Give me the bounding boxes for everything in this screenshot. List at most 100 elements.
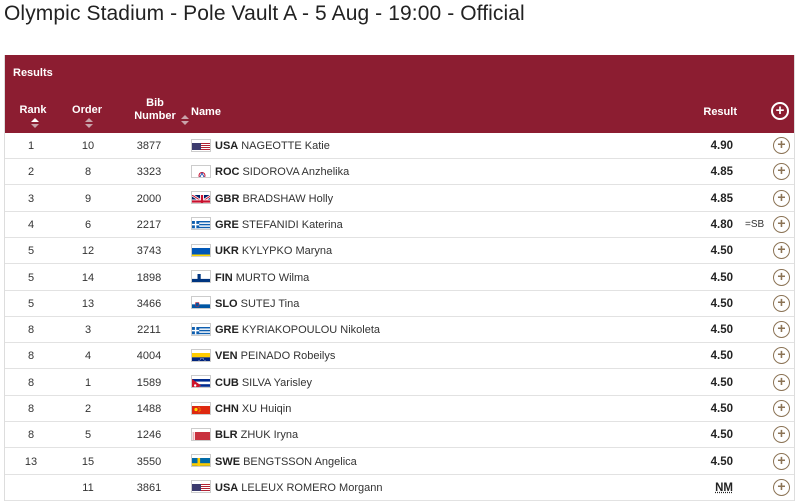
name-cell: GRE STEFANIDI Katerina — [191, 212, 591, 238]
table-row[interactable]: 5 13 3466 SLO SUTEJ Tina 4.50 + — [5, 291, 794, 317]
athlete-name[interactable]: BRADSHAW Holly — [242, 192, 334, 205]
expand-row-plus-icon[interactable]: + — [773, 242, 790, 260]
ukr-flag-icon — [191, 243, 211, 257]
bib-cell: 1589 — [136, 376, 162, 389]
record-note — [745, 449, 769, 475]
athlete-name[interactable]: BENGTSSON Angelica — [243, 455, 357, 468]
name-cell: GBR BRADSHAW Holly — [191, 186, 591, 212]
athlete-name[interactable]: KYRIAKOPOULOU Nikoleta — [241, 324, 380, 337]
expand-row-plus-icon[interactable]: + — [773, 373, 790, 391]
chn-flag-icon — [191, 401, 211, 415]
column-header-rank-label: Rank — [19, 104, 47, 116]
order-cell: 8 — [84, 166, 92, 179]
country-code: GRE — [215, 218, 239, 231]
record-note — [745, 396, 769, 422]
country-code: SWE — [215, 455, 241, 468]
order-cell: 6 — [84, 218, 92, 231]
result-cell: 4.80 — [710, 218, 733, 231]
expand-row-plus-icon[interactable]: + — [773, 137, 790, 154]
table-row[interactable]: 4 6 2217 GRE STEFANIDI Katerina 4.80 =SB + — [5, 212, 794, 238]
table-row[interactable]: 8 3 2211 GRE KYRIAKOPOULOU Nikoleta 4.50 + — [5, 317, 794, 344]
gre-flag-icon — [191, 322, 211, 336]
name-cell: GRE KYRIAKOPOULOU Nikoleta — [191, 317, 591, 343]
country-code: CUB — [215, 376, 239, 389]
country-code: GBR — [215, 192, 240, 205]
athlete-name[interactable]: ZHUK Iryna — [240, 429, 299, 442]
record-note: =SB — [745, 218, 765, 230]
country-code: GRE — [215, 324, 239, 337]
sort-icon[interactable] — [84, 118, 93, 129]
country-code: SLO — [215, 297, 238, 310]
record-note — [745, 291, 769, 317]
table-row[interactable]: 13 15 3550 SWE BENGTSSON Angelica 4.50 + — [5, 449, 794, 475]
athlete-name[interactable]: SIDOROVA Anzhelika — [242, 166, 350, 179]
expand-row-cell: + — [773, 449, 791, 475]
expand-row-plus-icon[interactable]: + — [773, 347, 790, 365]
expand-row-plus-icon[interactable]: + — [773, 400, 790, 417]
record-note — [745, 422, 769, 448]
sort-icon[interactable] — [30, 118, 39, 129]
order-cell: 5 — [84, 429, 92, 442]
column-header-order[interactable]: Order — [59, 104, 115, 130]
column-header-bib[interactable]: Bib Number — [119, 97, 191, 125]
expand-all-button[interactable]: + — [771, 102, 789, 120]
expand-row-cell: + — [773, 291, 791, 317]
table-row[interactable]: 8 2 1488 CHN XU Huiqin 4.50 + — [5, 396, 794, 422]
sort-icon[interactable] — [181, 115, 189, 125]
expand-row-plus-icon[interactable]: + — [773, 321, 790, 339]
expand-row-cell: + — [773, 422, 791, 448]
bib-cell: 2217 — [136, 218, 162, 231]
bib-cell: 3550 — [136, 455, 162, 468]
table-row[interactable]: 11 3861 USA LELEUX ROMERO Morgann NM + — [5, 475, 794, 501]
expand-row-plus-icon[interactable]: + — [773, 268, 790, 286]
table-row[interactable]: 3 9 2000 GBR BRADSHAW Holly 4.85 + — [5, 186, 794, 212]
expand-row-plus-icon[interactable]: + — [773, 426, 790, 444]
table-row[interactable]: 5 14 1898 FIN MURTO Wilma 4.50 + — [5, 265, 794, 291]
record-note — [745, 238, 769, 264]
usa-flag-icon — [191, 480, 211, 494]
athlete-name[interactable]: MURTO Wilma — [235, 271, 310, 284]
athlete-name[interactable]: PEINADO Robeilys — [240, 350, 336, 363]
table-row[interactable]: 8 5 1246 BLR ZHUK Iryna 4.50 + — [5, 422, 794, 449]
expand-row-plus-icon[interactable]: + — [773, 452, 790, 470]
expand-row-plus-icon[interactable]: + — [773, 189, 790, 207]
expand-row-plus-icon[interactable]: + — [773, 478, 790, 496]
expand-row-cell: + — [773, 265, 791, 291]
expand-row-plus-icon[interactable]: + — [773, 215, 790, 233]
table-row[interactable]: 5 12 3743 UKR KYLYPKO Maryna 4.50 + — [5, 238, 794, 265]
expand-row-cell: + — [773, 475, 791, 501]
athlete-name[interactable]: STEFANIDI Katerina — [241, 218, 343, 231]
table-row[interactable]: 8 1 1589 CUB SILVA Yarisley 4.50 + — [5, 370, 794, 396]
athlete-name[interactable]: KYLYPKO Maryna — [241, 245, 333, 258]
bib-cell: 4004 — [136, 350, 162, 363]
gbr-flag-icon — [191, 191, 211, 205]
country-code: UKR — [215, 245, 239, 258]
name-cell: UKR KYLYPKO Maryna — [191, 238, 591, 264]
expand-row-plus-icon[interactable]: + — [773, 294, 790, 312]
table-row[interactable]: 2 8 3323 ROC SIDOROVA Anzhelika 4.85 + — [5, 159, 794, 186]
rank-cell: 8 — [27, 403, 35, 415]
table-header: Results Rank Order Bib Number Name Resul… — [5, 55, 794, 133]
cub-flag-icon — [191, 375, 211, 389]
table-row[interactable]: 8 4 4004 VEN PEINADO Robeilys 4.50 + — [5, 343, 794, 370]
athlete-name[interactable]: XU Huiqin — [241, 403, 292, 415]
rank-cell: 5 — [27, 297, 35, 310]
expand-row-cell: + — [773, 212, 791, 238]
expand-row-cell: + — [773, 370, 791, 396]
country-code: VEN — [215, 350, 238, 363]
athlete-name[interactable]: SUTEJ Tina — [240, 297, 300, 310]
result-cell: 4.50 — [710, 429, 733, 442]
name-cell: BLR ZHUK Iryna — [191, 422, 591, 448]
expand-row-cell: + — [773, 238, 791, 264]
result-cell: 4.50 — [710, 297, 733, 310]
bib-cell: 1898 — [136, 271, 162, 284]
expand-row-plus-icon[interactable]: + — [773, 163, 790, 181]
athlete-name[interactable]: SILVA Yarisley — [241, 376, 312, 389]
column-header-rank[interactable]: Rank — [7, 104, 59, 130]
record-note — [745, 159, 769, 185]
table-row[interactable]: 1 10 3877 USA NAGEOTTE Katie 4.90 + — [5, 133, 794, 159]
bib-cell: 3743 — [136, 245, 162, 258]
athlete-name[interactable]: LELEUX ROMERO Morgann — [241, 481, 383, 494]
athlete-name[interactable]: NAGEOTTE Katie — [241, 140, 330, 152]
order-cell: 2 — [84, 403, 92, 415]
